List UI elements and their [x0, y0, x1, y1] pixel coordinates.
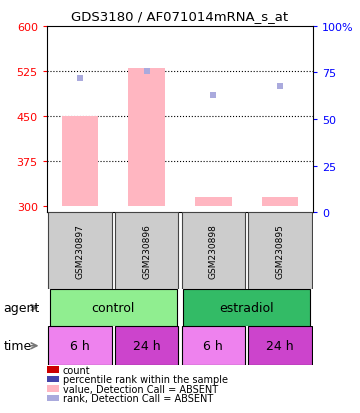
Bar: [49, 326, 112, 366]
Text: control: control: [92, 301, 135, 314]
Text: agent: agent: [4, 301, 40, 314]
Bar: [248, 326, 311, 366]
Bar: [50, 289, 177, 326]
Bar: [182, 213, 245, 289]
Text: GSM230897: GSM230897: [76, 223, 85, 278]
Text: estradiol: estradiol: [219, 301, 274, 314]
Text: 6 h: 6 h: [203, 339, 223, 352]
Text: 6 h: 6 h: [70, 339, 90, 352]
Bar: [129, 69, 165, 206]
Bar: [115, 213, 178, 289]
Bar: [248, 213, 311, 289]
Bar: [115, 326, 178, 366]
Text: time: time: [4, 339, 32, 352]
Bar: [182, 326, 245, 366]
Bar: [195, 198, 231, 206]
Text: 24 h: 24 h: [133, 339, 161, 352]
Text: GSM230896: GSM230896: [142, 223, 151, 278]
Bar: [49, 213, 112, 289]
Bar: [62, 117, 98, 206]
Bar: [262, 198, 298, 206]
Text: count: count: [63, 365, 91, 375]
Text: GSM230898: GSM230898: [209, 223, 218, 278]
Text: value, Detection Call = ABSENT: value, Detection Call = ABSENT: [63, 384, 218, 394]
Text: GSM230895: GSM230895: [275, 223, 284, 278]
Text: percentile rank within the sample: percentile rank within the sample: [63, 374, 228, 384]
Text: GDS3180 / AF071014mRNA_s_at: GDS3180 / AF071014mRNA_s_at: [71, 10, 289, 23]
Text: rank, Detection Call = ABSENT: rank, Detection Call = ABSENT: [63, 393, 213, 403]
Text: 24 h: 24 h: [266, 339, 294, 352]
Bar: [183, 289, 310, 326]
